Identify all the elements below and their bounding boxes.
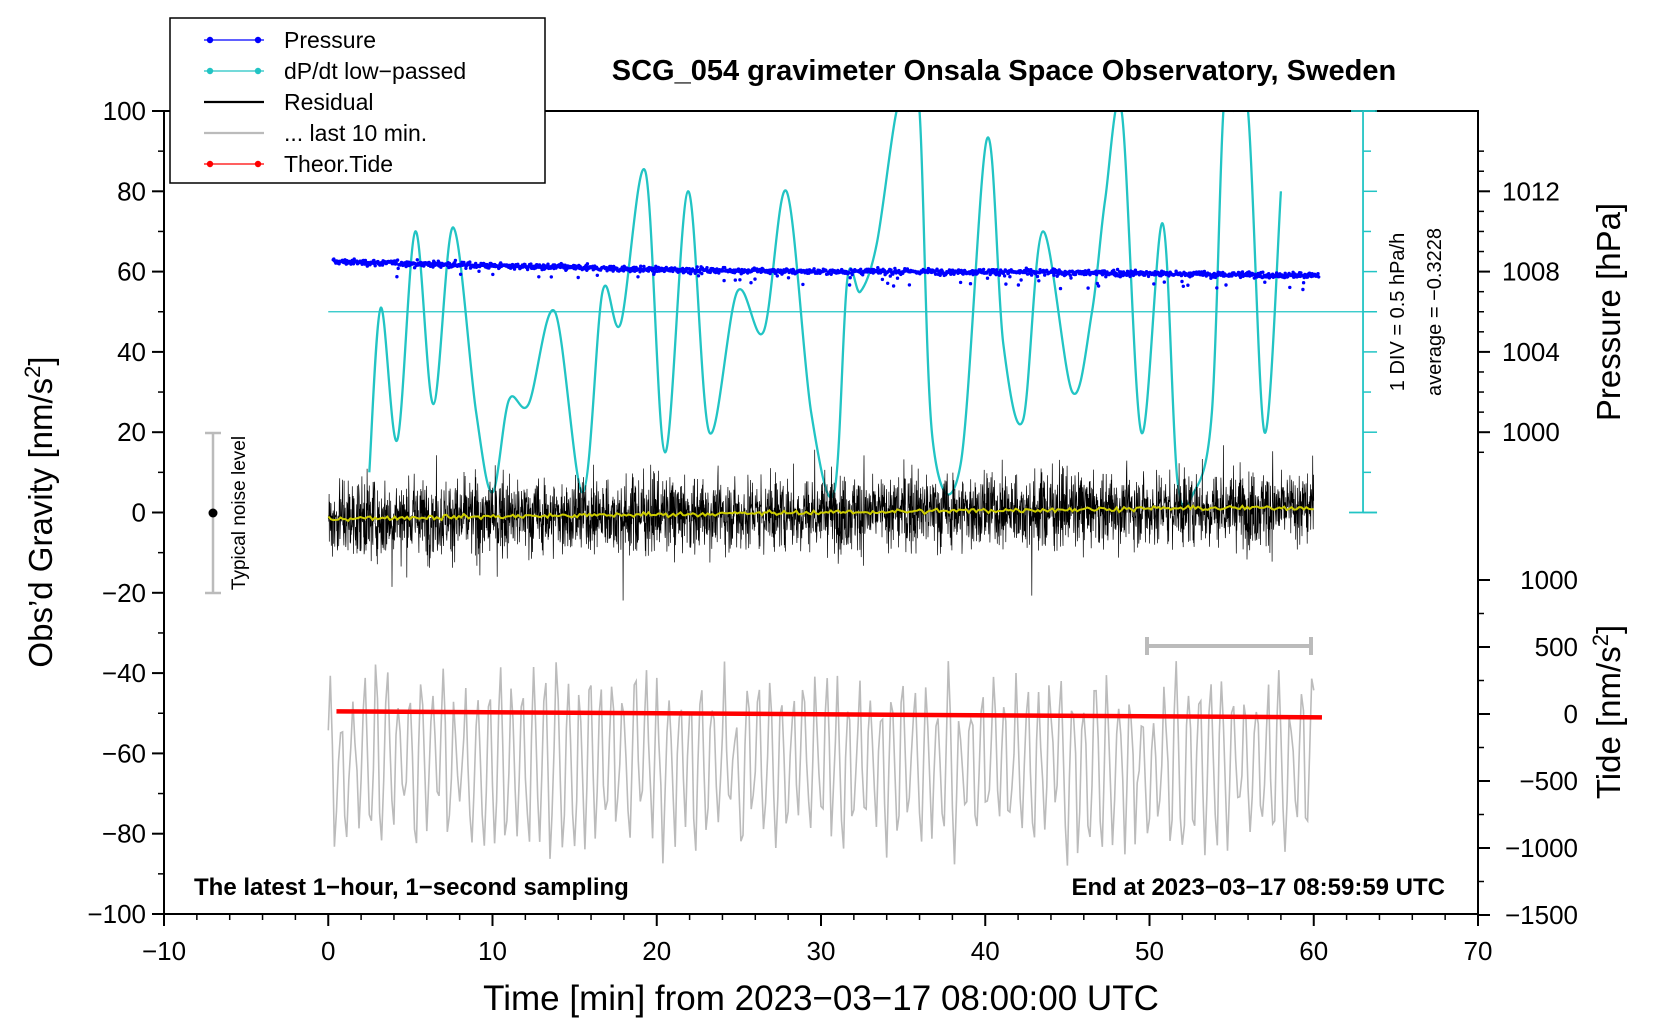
residual-smoothed-line	[327, 504, 1314, 523]
legend-label: Theor.Tide	[284, 151, 393, 177]
y-axis-label-left: Obs’d Gravity [nm/s2]	[20, 356, 59, 667]
y-tick-label: 20	[117, 417, 146, 447]
x-tick-label: 60	[1299, 936, 1328, 966]
y-tick-label: 80	[117, 176, 146, 206]
y-axis-tide: 1000 500 0 −500 −1000 −1500	[1478, 565, 1578, 930]
x-axis: −10 0 10 20 30 40 50 60 70	[142, 914, 1493, 966]
legend-label: dP/dt low−passed	[284, 58, 466, 84]
tide-line	[336, 709, 1322, 720]
y-tick-label: 0	[132, 498, 146, 528]
y-tick-label: −80	[102, 819, 146, 849]
x-tick-label: −10	[142, 936, 186, 966]
y-tick-label: −60	[102, 738, 146, 768]
y-axis-pressure: 1012 1008 1004 1000	[1478, 150, 1560, 454]
tide-tick-label: 0	[1564, 699, 1578, 729]
last10-line	[327, 661, 1315, 866]
pressure-tick-label: 1004	[1502, 337, 1560, 367]
x-axis-label: Time [min] from 2023−03−17 08:00:00 UTC	[483, 979, 1159, 1018]
dpdt-average-label: average = −0.3228	[1424, 228, 1446, 396]
x-tick-label: 20	[642, 936, 671, 966]
last10-series	[327, 661, 1315, 866]
legend-label: Pressure	[284, 27, 376, 53]
residual-smoothed-series	[327, 504, 1314, 523]
x-tick-label: 40	[971, 936, 1000, 966]
y-tick-label: 40	[117, 337, 146, 367]
pressure-dots	[331, 257, 1321, 292]
y-axis-label-tide: Tide [nm/s2]	[1588, 625, 1627, 799]
x-tick-label: 0	[321, 936, 335, 966]
tide-tick-label: −1000	[1505, 833, 1578, 863]
legend: Pressure dP/dt low−passed Residual ... last…	[169, 17, 546, 184]
legend-marker	[254, 67, 262, 75]
bottom-left-note: The latest 1−hour, 1−second sampling	[194, 874, 629, 901]
residual-line	[327, 445, 1315, 601]
tide-tick-label: 1000	[1520, 565, 1578, 595]
pressure-tick-label: 1008	[1502, 257, 1560, 287]
legend-marker	[206, 36, 214, 44]
x-tick-label: 10	[478, 936, 507, 966]
legend-marker	[254, 36, 262, 44]
tide-tick-label: 500	[1535, 632, 1578, 662]
pressure-tick-label: 1000	[1502, 417, 1560, 447]
dpdt-series	[328, 111, 1372, 509]
pressure-series	[331, 257, 1321, 292]
legend-marker	[206, 160, 214, 168]
x-tick-label: 70	[1464, 936, 1493, 966]
pressure-tick-label: 1012	[1502, 176, 1560, 206]
y-tick-label: 100	[103, 96, 146, 126]
legend-label: Residual	[284, 89, 374, 115]
noise-level-label: Typical noise level	[229, 436, 250, 590]
tide-series	[336, 709, 1322, 720]
y-axis-left: 100 80 60 40 20 0 −20 −40 −60 −80 −100	[87, 96, 164, 929]
legend-box	[169, 17, 546, 184]
dpdt-line	[368, 111, 1283, 509]
legend-marker	[254, 160, 262, 168]
y-tick-label: −100	[87, 899, 146, 929]
x-tick-label: 30	[807, 936, 836, 966]
tide-tick-label: −1500	[1505, 900, 1578, 930]
last10-range-bar	[1145, 637, 1313, 655]
tide-tick-label: −500	[1519, 766, 1578, 796]
dpdt-scale-bar	[1349, 110, 1378, 514]
y-tick-label: −40	[102, 658, 146, 688]
chart-title: SCG_054 gravimeter Onsala Space Observat…	[612, 55, 1396, 87]
bottom-right-note: End at 2023−03−17 08:59:59 UTC	[1071, 874, 1445, 901]
legend-marker	[206, 67, 214, 75]
x-tick-label: 50	[1135, 936, 1164, 966]
y-tick-label: 60	[117, 257, 146, 287]
y-tick-label: −20	[102, 578, 146, 608]
y-axis-label-pressure: Pressure [hPa]	[1590, 203, 1627, 421]
legend-label: ... last 10 min.	[284, 120, 427, 146]
residual-series	[327, 445, 1315, 601]
noise-level-bar	[205, 431, 221, 595]
dpdt-scale-label: 1 DIV = 0.5 hPa/h	[1387, 233, 1409, 391]
